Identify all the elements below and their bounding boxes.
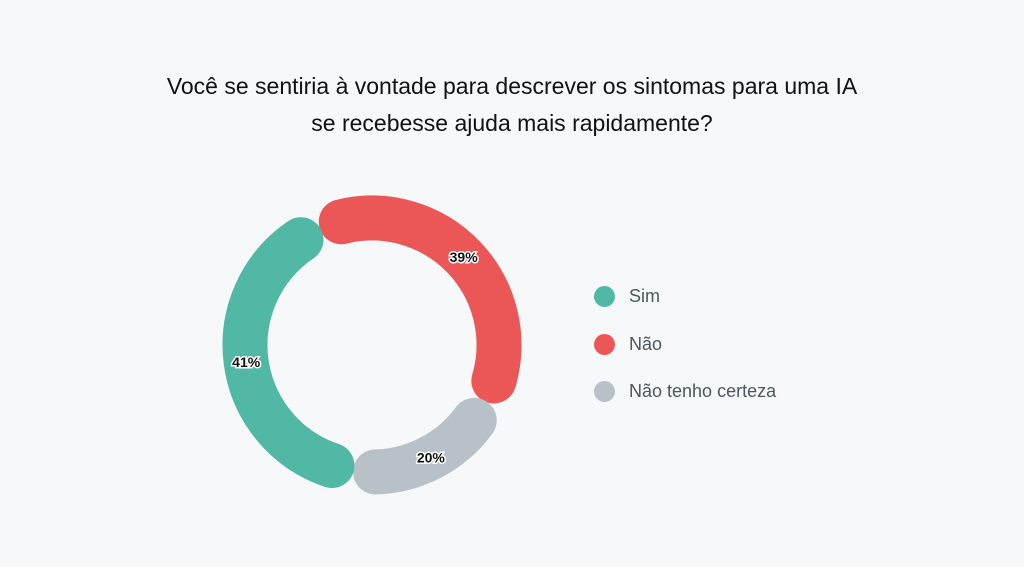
chart-title-line-2: se recebesse ajuda mais rapidamente? — [311, 110, 713, 136]
legend-swatch — [594, 381, 615, 403]
legend-item-nao-tenho-certeza[interactable]: Não tenho certeza — [594, 368, 776, 416]
legend-label: Não — [629, 333, 663, 354]
chart-title: Você se sentiria à vontade para descreve… — [0, 68, 1024, 142]
donut-segment-n-o-tenho-certeza[interactable] — [353, 397, 497, 495]
donut-segment-sim[interactable] — [222, 217, 355, 489]
legend: Sim Não Não tenho certeza — [594, 284, 776, 427]
data-label: 39% — [450, 249, 479, 265]
data-label: 20% — [417, 450, 446, 466]
legend-swatch — [594, 333, 615, 355]
legend-label: Sim — [629, 286, 660, 307]
donut-segment-n-o[interactable] — [318, 195, 522, 404]
legend-label: Não tenho certeza — [629, 381, 777, 402]
chart-title-line-1: Você se sentiria à vontade para descreve… — [166, 73, 858, 99]
legend-item-nao[interactable]: Não — [594, 321, 776, 369]
legend-item-sim[interactable]: Sim — [594, 273, 776, 321]
legend-swatch — [594, 286, 615, 308]
data-label: 41% — [232, 354, 261, 370]
